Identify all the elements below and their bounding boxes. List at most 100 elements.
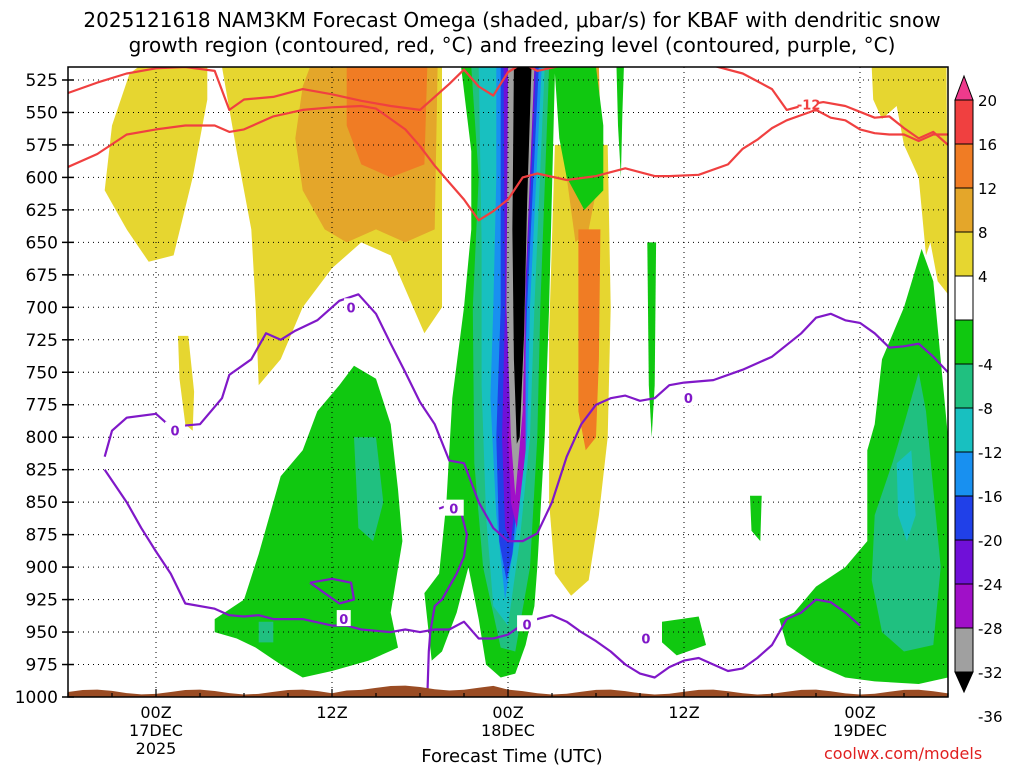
colorbar-label: -32	[978, 664, 1003, 682]
omega-area-sink-thin-spike-a	[616, 67, 624, 178]
y-tick-label: 825	[26, 461, 58, 481]
colorbar-label: 20	[978, 92, 997, 110]
colorbar-bin	[954, 627, 974, 673]
gridlines	[68, 67, 948, 697]
y-tick-label: 925	[26, 591, 58, 611]
omega-area-moderate-rise-cell	[346, 67, 428, 178]
contour-label: 0	[641, 633, 650, 648]
x-tick-label: 2025	[136, 739, 177, 758]
colorbar-bin	[954, 275, 974, 321]
contour-dgz-minus-12-lower	[68, 104, 948, 222]
colorbar-bin	[954, 187, 974, 233]
omega-area-moderate-sink-left-low	[258, 621, 274, 643]
contour-label: 0	[449, 503, 458, 518]
colorbar-label: -16	[978, 488, 1003, 506]
omega-area-weak-rise-blob	[178, 335, 195, 431]
y-tick-label: 600	[26, 168, 58, 188]
colorbar-bottom-arrow	[954, 671, 974, 694]
contour-label-bg	[681, 389, 696, 406]
contour-label-bg	[517, 615, 538, 632]
colorbar-label: -12	[978, 444, 1003, 462]
colorbar-bin	[954, 495, 974, 541]
y-tick-label: 950	[26, 623, 58, 643]
credit-link[interactable]: coolwx.com/models	[824, 744, 983, 763]
x-tick-label: 19DEC	[833, 721, 887, 740]
x-axis-label: Forecast Time (UTC)	[421, 746, 603, 767]
colorbar-label: -36	[978, 708, 1003, 726]
y-tick-label: 700	[26, 298, 58, 318]
y-tick-label: 525	[26, 71, 58, 91]
colorbar-bin	[954, 99, 974, 145]
x-tick-label: 12Z	[668, 703, 699, 722]
y-tick-label: 650	[26, 233, 58, 253]
contour-label-bg	[344, 298, 359, 315]
omega-area-sink-thin-spike-b	[647, 242, 657, 438]
chart-title-line-1: 2025121618 NAM3KM Forecast Omega (shaded…	[83, 8, 941, 32]
colorbar-bin	[954, 143, 974, 189]
y-tick-label: 625	[26, 201, 58, 221]
omega-area-sink-late-east-strong	[896, 450, 916, 542]
colorbar-bin	[954, 319, 974, 365]
contour-freezing-level-0c-lower	[103, 469, 861, 679]
y-tick-label: 1000	[15, 688, 58, 708]
omega-area-sink-curtain-core	[512, 67, 532, 444]
y-tick-label: 775	[26, 396, 58, 416]
colorbar-label: 4	[978, 268, 988, 286]
contour-label-bg	[165, 421, 186, 438]
colorbar-label: 12	[978, 180, 997, 198]
x-tick-label: 18DEC	[481, 721, 535, 740]
contour-label: 0	[523, 618, 532, 633]
contour-label: 0	[684, 392, 693, 407]
colorbar-bin	[954, 407, 974, 453]
x-tick-label: 00Z	[492, 703, 523, 722]
y-tick-label: 725	[26, 331, 58, 351]
x-tick-label: 00Z	[844, 703, 875, 722]
colorbar-bin	[954, 583, 974, 629]
contour-label-bg	[443, 499, 464, 516]
y-tick-label: 675	[26, 266, 58, 286]
contour-label-bg	[798, 95, 819, 112]
y-tick-label: 750	[26, 363, 58, 383]
colorbar-bin	[954, 231, 974, 277]
colorbar-label: 8	[978, 224, 988, 242]
y-axis: 525 550 575 600 625 650 675 700 725 750 775 800 825 8…	[15, 71, 74, 708]
contour-label-bg	[336, 610, 351, 627]
contour-label: 0	[171, 425, 180, 440]
y-tick-label: 850	[26, 493, 58, 513]
y-tick-label: 875	[26, 526, 58, 546]
omega-area-sink-small-blob-right	[750, 495, 762, 542]
colorbar-top-arrow	[954, 74, 974, 101]
omega-area-weak-rise-late-east	[871, 67, 948, 295]
x-tick-label: 00Z	[140, 703, 171, 722]
contour-label: 0	[339, 613, 348, 628]
contour-label: 0	[347, 301, 356, 316]
x-tick-label: 17DEC	[129, 721, 183, 740]
colorbar-label: 16	[978, 136, 997, 154]
colorbar: 20 16 12 8 4 -4 -8 -12 -16 -20 -24 -28 -32 -36	[954, 74, 1003, 726]
x-tick-label: 12Z	[316, 703, 347, 722]
y-tick-label: 550	[26, 103, 58, 123]
colorbar-label: -20	[978, 532, 1003, 550]
colorbar-label: -8	[978, 400, 993, 418]
omega-area-moderate-sink-left	[354, 437, 384, 542]
omega-area-weak-rise-early	[104, 67, 208, 262]
colorbar-bin	[954, 451, 974, 497]
y-tick-label: 975	[26, 656, 58, 676]
chart-title-line-2: growth region (contoured, red, °C) and f…	[128, 33, 896, 57]
y-tick-label: 900	[26, 558, 58, 578]
contour-label-bg	[638, 629, 653, 646]
contour-dgz-minus-12-upper	[68, 67, 948, 146]
contour-freezing-level-0c	[103, 293, 948, 543]
colorbar-label: -28	[978, 620, 1003, 638]
contour-freezing-level-0c-loop	[309, 577, 356, 605]
colorbar-label: -24	[978, 576, 1003, 594]
omega-area-moderate-rise-lower	[578, 229, 601, 451]
omega-area-sink-small-blob-center	[662, 616, 706, 656]
colorbar-bin	[954, 539, 974, 585]
colorbar-bin	[954, 363, 974, 409]
y-tick-label: 800	[26, 428, 58, 448]
y-tick-label: 575	[26, 136, 58, 156]
